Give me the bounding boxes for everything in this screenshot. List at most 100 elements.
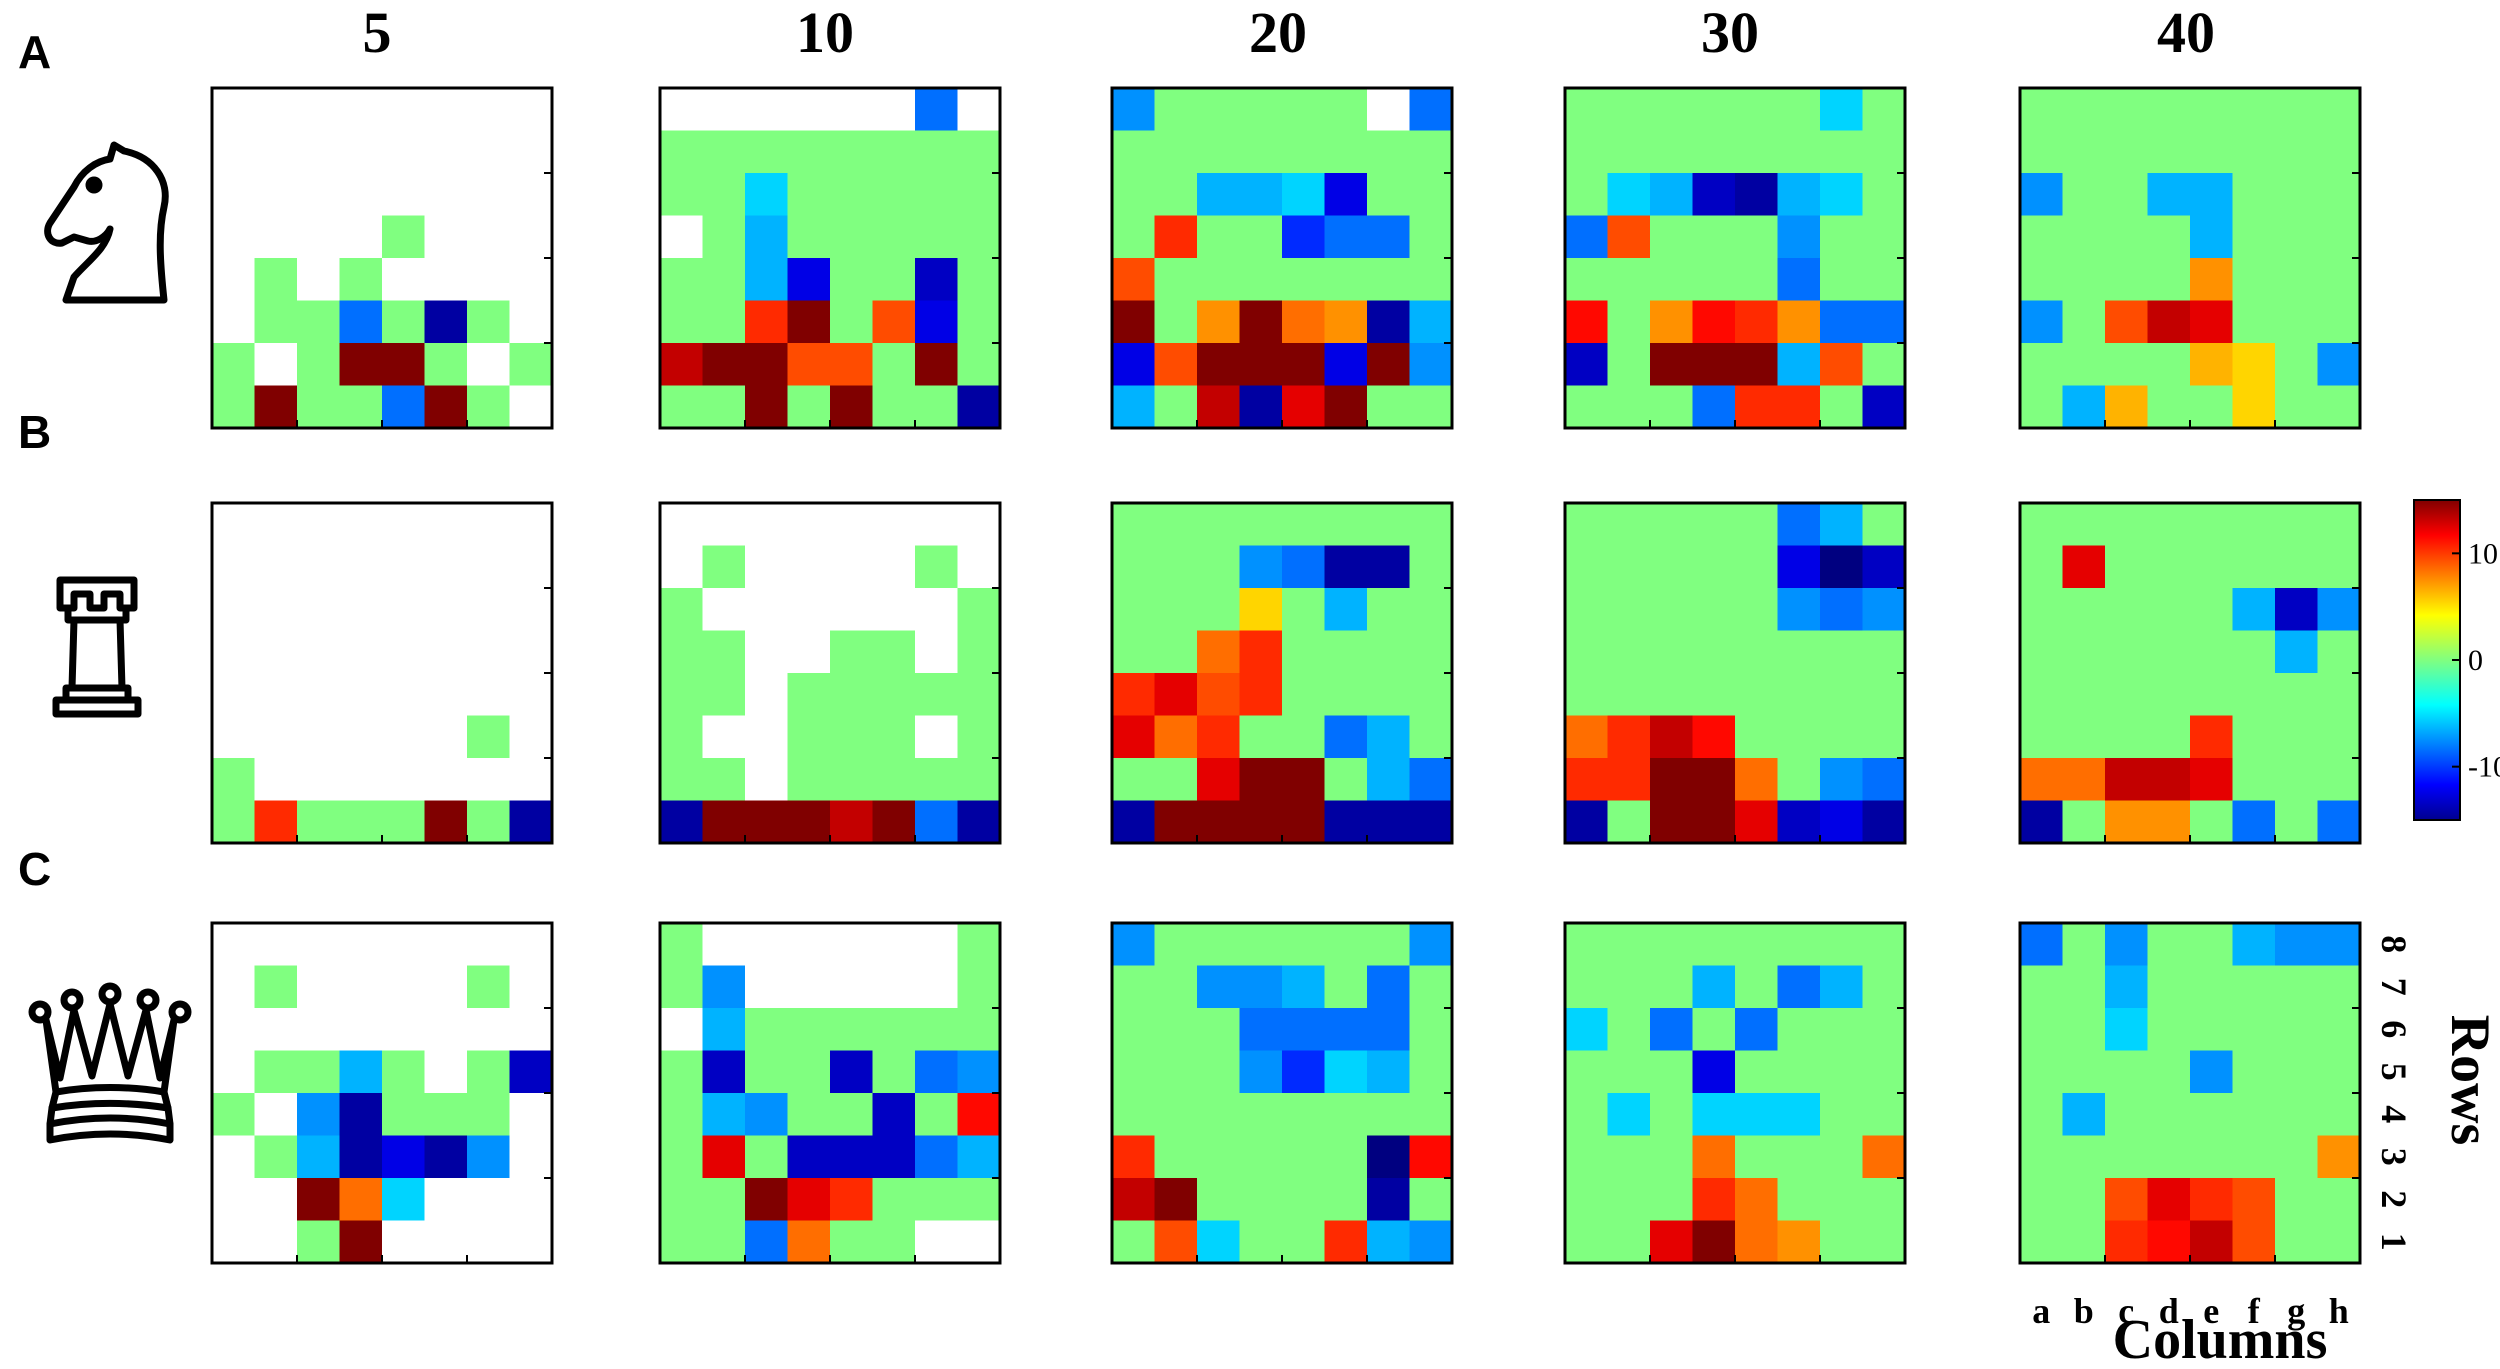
heatmap-cell [830,1220,873,1264]
heatmap-cell [1820,258,1863,301]
heatmap-cell [1692,1178,1736,1221]
heatmap-cell [2062,258,2106,301]
heatmap-cell [382,715,425,759]
heatmap-cell [2147,258,2191,301]
heatmap-cell [872,545,916,589]
heatmap-cell [382,923,425,966]
heatmap-cell [1282,1135,1325,1179]
heatmap-cell [1324,215,1368,259]
heatmap-cell [830,173,873,216]
heatmap-cell [2190,1178,2233,1221]
heatmap-cell [1282,173,1325,216]
heatmap-cell [1862,630,1906,674]
heatmap-cell [1607,673,1651,716]
heatmap-cell [660,800,703,844]
heatmap-cell [424,1220,468,1264]
heatmap-cell [872,800,916,844]
heatmap-cell [1692,630,1736,674]
heatmap-cell [1239,130,1283,174]
heatmap-cell [2190,588,2233,631]
heatmap-cell [254,1135,298,1179]
heatmap-cell [2275,1135,2318,1179]
heatmap-cell [2147,588,2191,631]
heatmap-cell [1862,965,1906,1009]
heatmap-cell [2020,1008,2063,1051]
heatmap-cell [1862,130,1906,174]
heatmap-cell [872,173,916,216]
heatmap-cell [1607,1093,1651,1136]
heatmap-cell [2062,715,2106,759]
heatmap-cell [915,300,958,344]
heatmap-cell [339,715,383,759]
row-label: 7 [2374,978,2414,996]
heatmap-cell [1777,385,1821,429]
heatmap-cell [424,300,468,344]
heatmap-cell [1607,258,1651,301]
heatmap-cell [2062,630,2106,674]
heatmap-cell [1607,715,1651,759]
heatmap-cell [1607,630,1651,674]
heatmap-cell [872,965,916,1009]
heatmap-cell [915,173,958,216]
heatmap-cell [1735,1135,1778,1179]
heatmap-cell [1777,1050,1821,1094]
heatmap-cell [702,923,746,966]
heatmap-cell [1282,1008,1325,1051]
heatmap-cell [1607,88,1651,131]
heatmap-cell [957,1050,1001,1094]
heatmap-cell [212,1093,255,1136]
heatmap-cell [382,385,425,429]
heatmap-cell [787,965,831,1009]
heatmap-cell [1607,503,1651,546]
heatmap-cell [957,343,1001,386]
heatmap-cell [1239,1050,1283,1094]
heatmap-cell [2147,715,2191,759]
heatmap-cell [297,1178,340,1221]
heatmap-cell [660,503,703,546]
heatmap-cell [1650,545,1693,589]
heatmap-cell [254,258,298,301]
heatmap-cell [254,630,298,674]
heatmap-cell [2105,630,2148,674]
heatmap-cell [1197,130,1240,174]
heatmap-cell [915,503,958,546]
heatmap-cell [1409,1178,1453,1221]
heatmap-cell [1112,545,1155,589]
column-label: f [2248,1291,2261,1331]
heatmap-cell [1862,923,1906,966]
column-label: b [2074,1291,2094,1331]
heatmap-cell [745,1093,788,1136]
heatmap-cell [2062,88,2106,131]
heatmap-cell [2275,715,2318,759]
heatmap-cell [2147,1178,2191,1221]
heatmap-cell [745,1135,788,1179]
heatmap-cell [745,545,788,589]
heatmap-cell [297,965,340,1009]
heatmap-cell [1607,758,1651,801]
heatmap-cell [1692,385,1736,429]
heatmap-cell [2190,758,2233,801]
heatmap-cell [2190,630,2233,674]
heatmap-cell [1692,1008,1736,1051]
heatmap-cell [2190,965,2233,1009]
heatmap-cell [1367,88,1410,131]
heatmap-cell [2147,300,2191,344]
heatmap-cell [830,923,873,966]
heatmap-cell [2020,1050,2063,1094]
heatmap-cell [745,215,788,259]
heatmap-cell [1650,503,1693,546]
heatmap-cell [745,588,788,631]
heatmap-cell [424,1135,468,1179]
heatmap-cell [957,215,1001,259]
heatmap-cell [297,385,340,429]
heatmap-cell [660,130,703,174]
heatmap-cell [660,715,703,759]
heatmap-cell [1692,1220,1736,1264]
heatmap-cell [1692,300,1736,344]
heatmap-cell [424,758,468,801]
heatmap-cell [1197,1135,1240,1179]
heatmap-cell [787,1135,831,1179]
heatmap-cell [424,258,468,301]
heatmap-cell [702,300,746,344]
heatmap-cell [212,630,255,674]
